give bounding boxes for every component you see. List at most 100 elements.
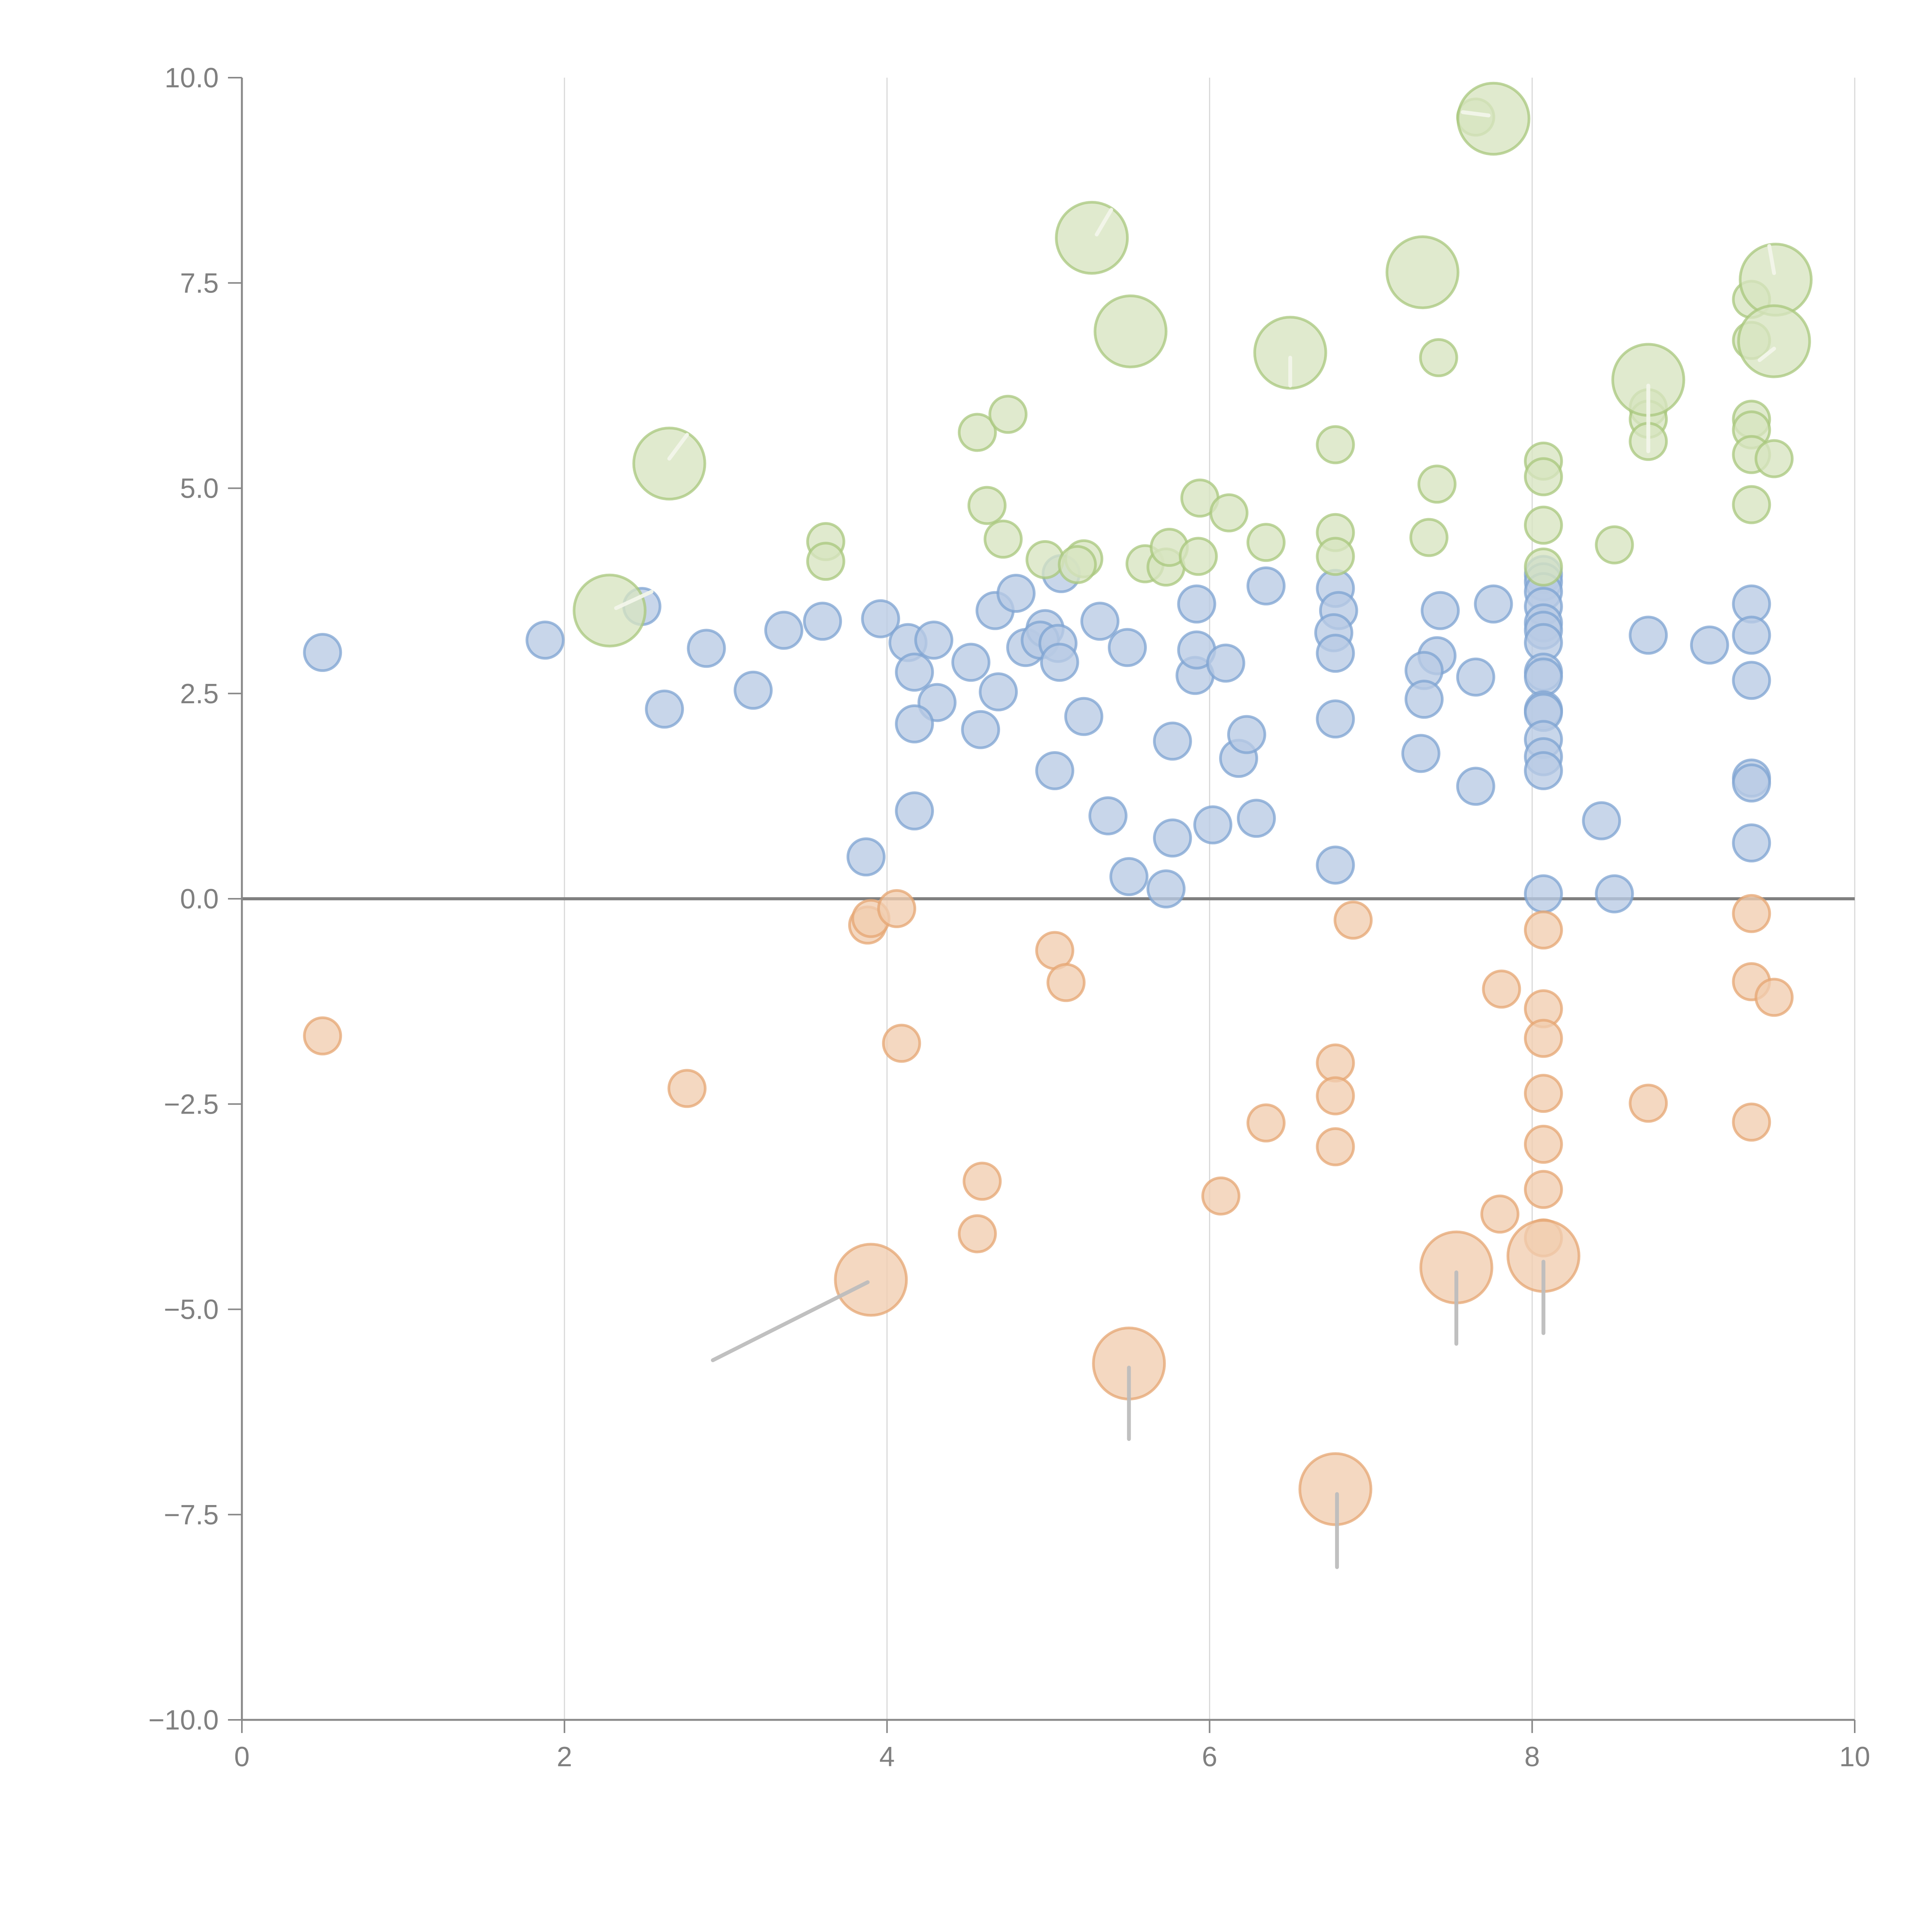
green-large-bubble: [573, 573, 647, 648]
green-bubble: [1524, 505, 1563, 545]
blue-bubble: [1246, 566, 1286, 605]
blue-bubble: [979, 672, 1018, 711]
blue-bubble: [1405, 680, 1444, 719]
blue-bubble: [687, 629, 726, 668]
y-tick-label: 7.5: [180, 268, 219, 299]
blue-bubble: [1732, 616, 1771, 655]
blue-bubble: [861, 599, 900, 638]
orange-bubble: [1732, 1102, 1771, 1142]
orange-bubble: [957, 1214, 997, 1253]
x-tick-label: 2: [557, 1742, 572, 1772]
blue-bubble: [1316, 699, 1355, 739]
x-tick-label: 8: [1524, 1742, 1540, 1772]
blue-bubble: [1456, 767, 1495, 806]
orange-bubble: [1480, 1194, 1520, 1234]
orange-bubble: [1046, 963, 1086, 1002]
blue-bubble: [846, 837, 886, 877]
green-bubble: [1316, 425, 1355, 464]
orange-bubble: [1732, 894, 1771, 933]
blue-bubble: [526, 621, 565, 660]
green-bubble: [1417, 464, 1457, 504]
orange-bubble: [1754, 978, 1794, 1017]
blue-bubble: [1088, 796, 1128, 835]
label-leader-line: [614, 590, 654, 610]
blue-bubble: [1153, 818, 1192, 858]
green-bubble: [1058, 545, 1097, 584]
green-bubble: [967, 486, 1007, 525]
blue-bubble: [1732, 763, 1771, 803]
blue-bubble: [1524, 657, 1563, 697]
green-bubble: [806, 542, 845, 581]
blue-bubble: [1206, 643, 1245, 683]
blue-bubble: [1732, 823, 1771, 862]
y-tick-label: −7.5: [164, 1500, 219, 1531]
blue-bubble: [1146, 869, 1186, 908]
blue-bubble: [1108, 628, 1147, 667]
orange-bubble: [667, 1069, 707, 1108]
blue-bubble: [1227, 715, 1266, 754]
blue-bubble: [1080, 602, 1120, 641]
y-tick-label: −2.5: [164, 1089, 219, 1120]
green-large-bubble: [632, 427, 706, 501]
blue-bubble: [1064, 697, 1104, 736]
orange-bubble: [1524, 910, 1563, 950]
blue-bubble: [1456, 657, 1495, 697]
green-large-bubble: [1456, 82, 1531, 156]
green-bubble: [1419, 338, 1458, 378]
label-leader-line: [667, 433, 689, 461]
y-tick-label: 5.0: [180, 473, 219, 504]
green-bubble: [1732, 485, 1771, 524]
blue-bubble: [733, 670, 773, 710]
green-bubble: [988, 395, 1028, 434]
label-leader-line: [711, 1280, 870, 1362]
y-axis-ticks: 10.0 7.5 5.0 2.5 0.0 −2.5 −5.0 −7.5 −10.…: [148, 63, 219, 1736]
green-bubble: [1409, 518, 1449, 557]
blue-bubble: [1420, 591, 1460, 630]
blue-bubble: [914, 621, 954, 660]
blue-bubble: [1177, 584, 1216, 624]
orange-bubble: [1316, 1076, 1355, 1116]
green-large-bubble: [1253, 316, 1327, 390]
blue-bubble: [803, 602, 842, 641]
green-large-bubble: [1055, 201, 1129, 275]
blue-bubble: [1040, 643, 1079, 682]
green-bubble: [1209, 493, 1248, 532]
label-leader-line: [1095, 208, 1113, 236]
blue-bubble: [895, 791, 934, 831]
y-tick-label: −5.0: [164, 1294, 219, 1325]
blue-bubble: [1109, 857, 1149, 896]
green-bubble: [1754, 439, 1794, 478]
orange-bubble: [1316, 1043, 1355, 1083]
x-tick-label: 6: [1202, 1742, 1217, 1772]
blue-bubble: [1524, 751, 1563, 790]
orange-bubble: [1201, 1176, 1241, 1216]
x-tick-label: 10: [1839, 1742, 1870, 1772]
blue-bubble: [1582, 801, 1621, 840]
green-bubble: [1316, 537, 1355, 576]
orange-bubble: [1524, 1170, 1563, 1209]
green-bubble: [1026, 540, 1065, 579]
x-axis-ticks: 0 2 4 6 8 10: [234, 1742, 1870, 1772]
blue-bubble: [303, 633, 342, 672]
y-tick-label: 2.5: [180, 679, 219, 709]
blue-bubble: [1153, 721, 1192, 761]
label-leader-line: [1757, 347, 1776, 362]
axes: [228, 77, 1855, 1733]
y-tick-label: −10.0: [148, 1705, 219, 1736]
blue-bubble: [764, 611, 803, 650]
orange-bubble: [1316, 1127, 1355, 1167]
blue-bubble: [1690, 625, 1729, 665]
blue-bubble: [1732, 661, 1771, 700]
green-bubble: [1246, 523, 1286, 562]
orange-bubble: [1246, 1103, 1286, 1143]
blue-bubble: [1316, 634, 1355, 673]
y-tick-label: 10.0: [165, 63, 219, 94]
blue-bubble: [1595, 874, 1634, 913]
orange-bubble: [1524, 1124, 1563, 1164]
orange-bubble: [877, 889, 917, 928]
blue-bubble: [1035, 751, 1075, 790]
blue-bubble: [1316, 845, 1355, 885]
blue-bubble: [645, 689, 684, 729]
blue-bubble: [895, 704, 934, 743]
